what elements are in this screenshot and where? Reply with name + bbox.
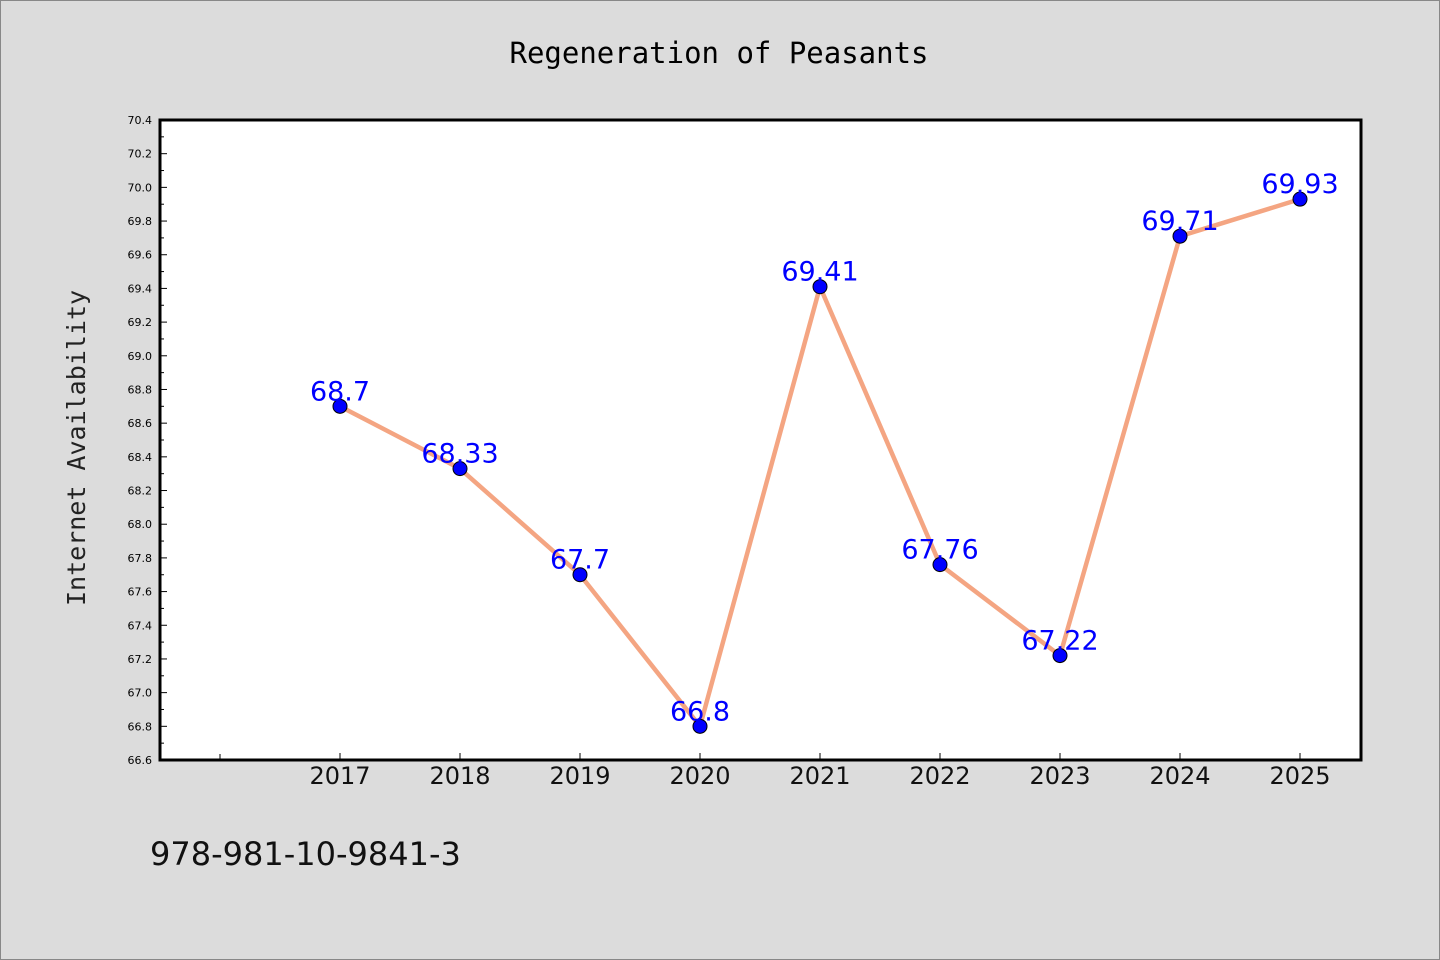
data-label: 69.93 bbox=[1261, 169, 1338, 200]
data-label: 68.33 bbox=[421, 439, 498, 470]
y-tick-label: 70.0 bbox=[128, 181, 153, 194]
data-point bbox=[692, 718, 708, 734]
data-point bbox=[812, 279, 828, 295]
data-label: 69.71 bbox=[1141, 206, 1218, 237]
y-tick-label: 69.8 bbox=[128, 215, 153, 228]
x-tick-label: 2024 bbox=[1149, 762, 1210, 790]
y-tick-label: 66.8 bbox=[128, 720, 153, 733]
plot-area bbox=[160, 120, 1361, 760]
x-tick-label: 2019 bbox=[549, 762, 610, 790]
x-tick-label: 2022 bbox=[909, 762, 970, 790]
plot-frame bbox=[158, 118, 1363, 762]
data-label: 67.76 bbox=[901, 535, 978, 566]
data-point bbox=[1172, 228, 1188, 244]
x-tick-label: 2017 bbox=[309, 762, 370, 790]
x-tick-label: 2018 bbox=[429, 762, 490, 790]
x-tick-label: 2025 bbox=[1269, 762, 1330, 790]
y-tick-label: 70.2 bbox=[128, 148, 153, 161]
y-axis-ticks: 66.6 66.8 67.0 67.2 67.4 67.6 67.8 68.0 68.2 68.4… bbox=[128, 114, 167, 767]
y-tick-label: 67.0 bbox=[128, 687, 153, 700]
y-tick-label: 68.0 bbox=[128, 518, 153, 531]
y-tick-label: 67.8 bbox=[128, 552, 153, 565]
data-label: 68.7 bbox=[310, 376, 370, 407]
y-tick-label: 67.2 bbox=[128, 653, 153, 666]
y-tick-label: 68.6 bbox=[128, 417, 153, 430]
data-point bbox=[932, 557, 948, 573]
y-tick-label: 67.4 bbox=[128, 619, 153, 632]
data-label: 66.8 bbox=[670, 696, 730, 727]
data-point bbox=[1052, 648, 1068, 664]
x-tick-label: 2023 bbox=[1029, 762, 1090, 790]
y-tick-label: 66.6 bbox=[128, 754, 153, 767]
y-tick-label: 68.4 bbox=[128, 451, 153, 464]
x-axis-ticks: 2017 2018 2019 2020 2021 2022 2023 2024 2025 bbox=[219, 753, 1331, 790]
footer-code: 978-981-10-9841-3 bbox=[150, 835, 461, 873]
data-label: 67.7 bbox=[550, 545, 610, 576]
y-tick-label: 68.2 bbox=[128, 485, 153, 498]
y-tick-label: 69.2 bbox=[128, 316, 153, 329]
series-markers bbox=[332, 191, 1308, 734]
data-labels: 68.7 68.33 67.7 66.8 69.41 67.76 67.22 69.71 69.… bbox=[310, 169, 1339, 727]
data-label: 67.22 bbox=[1021, 626, 1098, 657]
y-tick-label: 70.4 bbox=[128, 114, 153, 127]
x-tick-label: 2020 bbox=[669, 762, 730, 790]
x-tick-label: 2021 bbox=[789, 762, 850, 790]
y-axis-label: Internet Availability bbox=[62, 290, 91, 606]
y-tick-label: 69.0 bbox=[128, 350, 153, 363]
chart-title: Regeneration of Peasants bbox=[509, 36, 928, 70]
data-label: 69.41 bbox=[781, 257, 858, 288]
data-point bbox=[452, 461, 468, 477]
data-point bbox=[1292, 191, 1308, 207]
data-point bbox=[572, 567, 588, 583]
data-point bbox=[332, 398, 348, 414]
y-tick-label: 68.8 bbox=[128, 383, 153, 396]
y-tick-label: 67.6 bbox=[128, 586, 153, 599]
y-tick-label: 69.6 bbox=[128, 249, 153, 262]
y-tick-label: 69.4 bbox=[128, 282, 153, 295]
